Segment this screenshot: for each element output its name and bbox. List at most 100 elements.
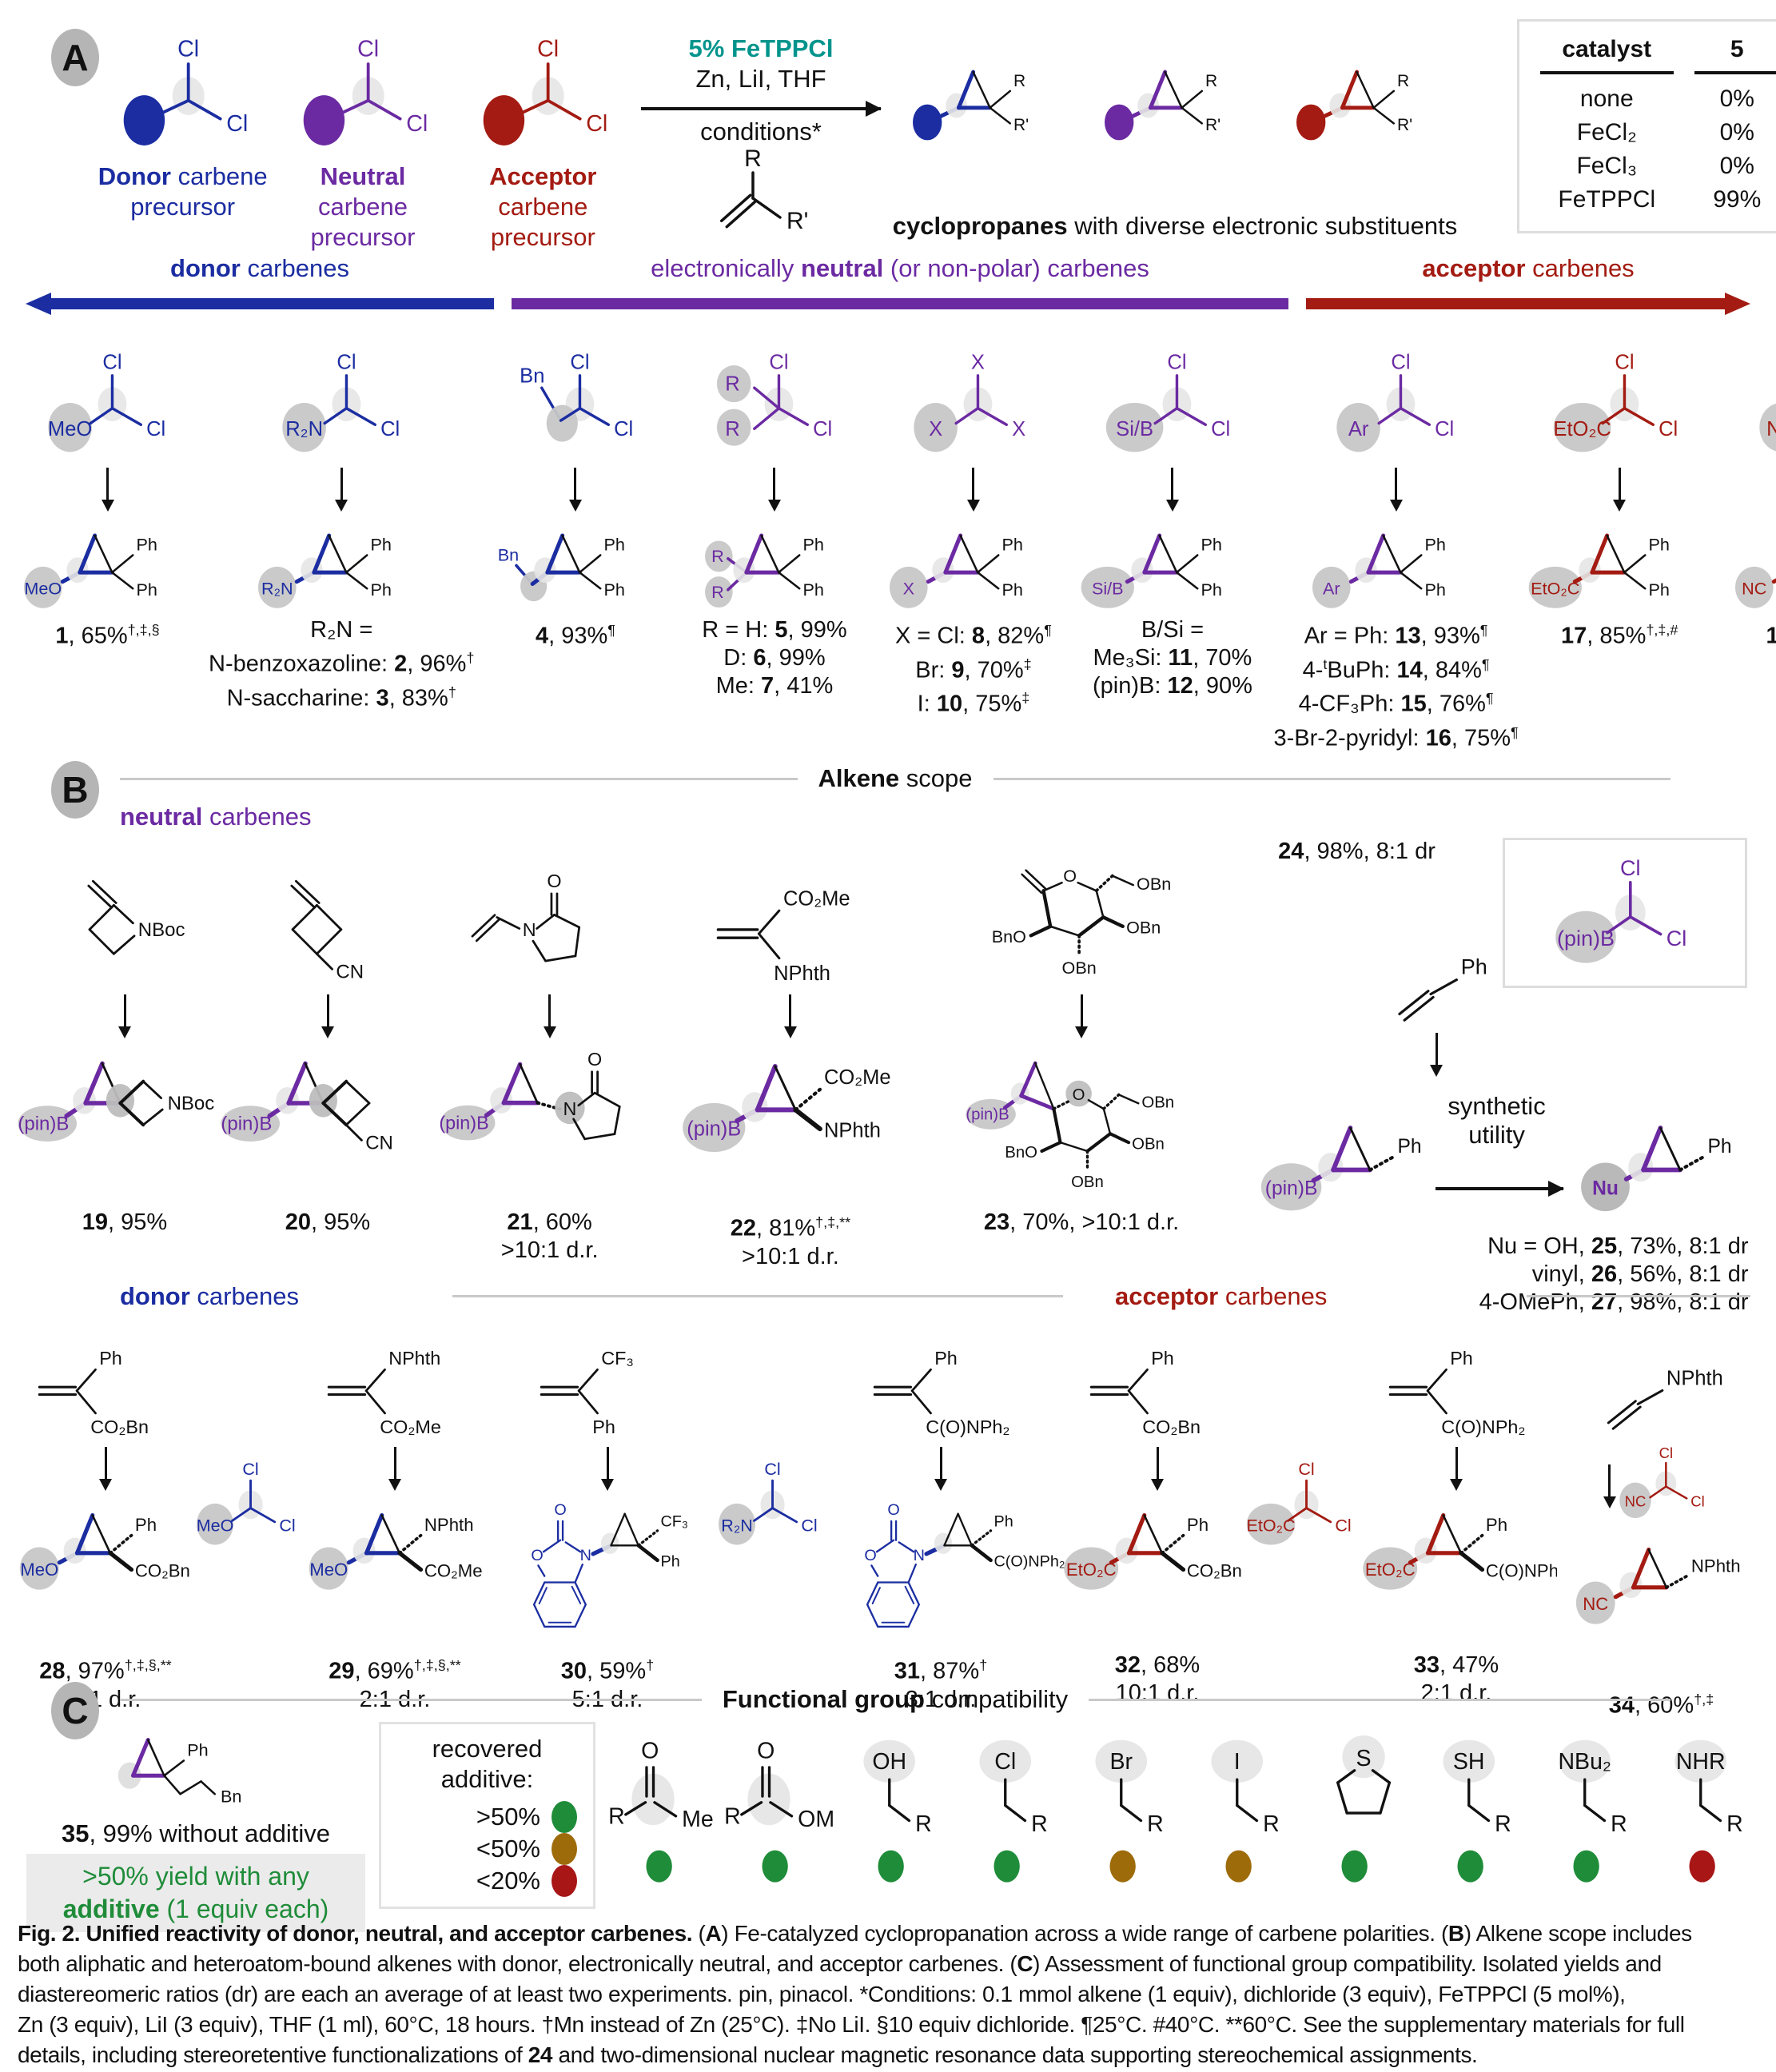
svg-text:Cl: Cl <box>146 418 165 440</box>
yield-text: 32, 68% <box>1114 1652 1201 1678</box>
svg-text:Ph: Ph <box>1201 580 1222 600</box>
svg-text:Cl: Cl <box>587 111 608 137</box>
functional-group-11: NH₂R <box>1763 1720 1776 1891</box>
precursor-name: Donor carbene <box>98 162 268 190</box>
section-rule <box>1527 1295 1750 1297</box>
svg-text:Cl: Cl <box>537 37 559 62</box>
svg-text:R: R <box>712 546 725 566</box>
svg-text:Bn: Bn <box>498 545 519 565</box>
alkene-structure: Ph C(O)NPh₂ <box>873 1348 1010 1437</box>
svg-text:O: O <box>1063 866 1077 886</box>
svg-text:Cl: Cl <box>102 351 121 373</box>
yield-text: R = H: 5, 99% <box>702 617 847 643</box>
svg-text:Cl: Cl <box>1335 1516 1351 1535</box>
svg-text:Cl: Cl <box>1666 926 1686 950</box>
yield-text: vinyl, 26, 56%, 8:1 dr <box>1531 1261 1749 1287</box>
svg-text:Cl: Cl <box>1435 418 1454 440</box>
arrow-down-icon <box>783 994 797 1038</box>
dichloride-precursor-structure: Bn Cl Cl <box>520 351 634 442</box>
brown-dot-icon <box>552 1833 577 1865</box>
arrow-down-icon <box>101 468 114 512</box>
caption-line: Zn (3 equiv), LiI (3 equiv), THF (1 ml),… <box>18 2012 1685 2037</box>
svg-text:Cl: Cl <box>571 351 590 373</box>
cyclopropane-product-structure: X Ph Ph <box>890 533 1023 608</box>
caption-line: diastereomeric ratios (dr) are each an a… <box>18 1982 1626 2006</box>
svg-text:MeO: MeO <box>24 578 62 598</box>
functional-group-structure: R O Me <box>608 1739 714 1883</box>
functional-group-structure: OH R <box>863 1739 932 1883</box>
svg-text:(pin)B: (pin)B <box>966 1106 1009 1124</box>
svg-text:O: O <box>1073 1086 1085 1104</box>
header-rule <box>1089 1698 1671 1701</box>
reagent-meo-structure: MeO Cl Cl <box>196 1321 295 1720</box>
acceptor-cyclopropane-product: R R' <box>1274 50 1464 150</box>
pinb-dichloride-reagent-box: (pin)B Cl Cl <box>1503 838 1748 988</box>
carbene-polarity-spectrum: donor carbenes electronically neutral (o… <box>24 254 1752 321</box>
precursor-name-line2: precursor <box>130 193 236 221</box>
yield-text: >10:1 d.r. <box>500 1237 599 1263</box>
yield-text: 1, 65%†,‡,§ <box>55 622 160 649</box>
table-header-catalyst: catalyst <box>1540 36 1674 74</box>
caption-line: both aliphatic and heteroatom-bound alke… <box>18 1951 1662 1976</box>
arrow-down-icon <box>99 1447 112 1491</box>
reagent-r2n-structure: R₂N Cl Cl <box>718 1321 817 1720</box>
svg-text:NPhth: NPhth <box>1666 1368 1722 1390</box>
legend-title: recovered additive: <box>432 1735 543 1793</box>
svg-text:Cl: Cl <box>764 1460 780 1479</box>
svg-text:NC: NC <box>1625 1492 1647 1509</box>
donor-carbene-precursor: Cl Cl Donor carbene precursor <box>94 32 271 253</box>
yield-text: B/Si = <box>1141 617 1205 643</box>
precursor-name: Neutral carbene <box>317 162 408 221</box>
yield-text: 4-OMePh, 27, 98%, 8:1 dr <box>1479 1289 1749 1315</box>
svg-text:R: R <box>1147 1811 1164 1837</box>
alkene-scope-item-23: O BnO OBn OBn OBn (pin)B O BnO OBn OBn OBn 23, 70… <box>912 838 1252 1285</box>
yield-text: 18, 99%†,‡ <box>1766 623 1776 649</box>
arrow-down-icon <box>1389 468 1403 512</box>
svg-text:Ph: Ph <box>803 535 824 555</box>
table-cell-catalyst: FeTPPCl <box>1558 186 1656 213</box>
svg-text:R: R <box>1726 1811 1743 1837</box>
dichloride-reagent-structure: R₂N Cl Cl <box>718 1460 817 1545</box>
section-rule <box>452 1295 1063 1297</box>
yield-text: 23, 70%, >10:1 d.r. <box>983 1209 1180 1235</box>
svg-text:Ph: Ph <box>1425 580 1446 600</box>
svg-text:NC: NC <box>1742 578 1766 598</box>
arrow-down-icon <box>1165 468 1179 512</box>
functional-group-8: SH R <box>1416 1720 1530 1891</box>
catalyst-screen-table: catalyst 5 none 0% FeCl₂ 0% FeCl₃ 0% FeTPPCl 99% <box>1517 19 1776 233</box>
svg-text:R: R <box>726 418 740 440</box>
svg-text:(pin)B: (pin)B <box>221 1114 272 1135</box>
svg-text:CO₂Me: CO₂Me <box>424 1560 483 1580</box>
svg-text:R': R' <box>786 208 808 234</box>
svg-text:NHR: NHR <box>1676 1749 1726 1775</box>
header-rule <box>993 777 1671 780</box>
dichloride-precursor-structure: RR Cl Cl <box>717 351 833 446</box>
svg-text:R: R <box>1013 72 1025 90</box>
svg-text:Cl: Cl <box>279 1516 295 1535</box>
svg-text:N: N <box>913 1547 924 1564</box>
svg-text:Cl: Cl <box>177 37 199 62</box>
neutral-spectrum-arrow-icon <box>512 298 1288 309</box>
svg-text:(pin)B: (pin)B <box>439 1112 488 1133</box>
alkene-scope-item-29: NPhth CO₂Me MeO NPhth CO₂Me 29, 69%†,‡,§,**… <box>296 1321 494 1720</box>
arrow-down-icon <box>118 994 131 1038</box>
svg-text:OBn: OBn <box>1132 1135 1165 1153</box>
svg-text:C(O)NPh₂: C(O)NPh₂ <box>994 1553 1065 1571</box>
functional-group-5: Br R <box>1068 1720 1182 1891</box>
alkene-structure: NO <box>471 871 580 962</box>
svg-text:NBoc: NBoc <box>168 1093 215 1114</box>
compound-35-structure: Ph Bn <box>117 1738 241 1806</box>
svg-text:R': R' <box>1397 116 1412 134</box>
cyclopropane-product-structure: (pin)B NBoc <box>18 1061 215 1142</box>
svg-text:Ph: Ph <box>1707 1136 1731 1158</box>
svg-text:R₂N: R₂N <box>721 1516 752 1535</box>
svg-text:Ph: Ph <box>1187 1515 1209 1535</box>
svg-text:Ph: Ph <box>187 1740 208 1760</box>
nu-product-structure: Nu Ph <box>1563 1102 1776 1224</box>
alkene-scope-item-30: CF₃ Ph O N O CF₃ Ph 30, 59%† 5:1 d.r. <box>496 1321 719 1720</box>
table-cell-catalyst: none <box>1579 86 1634 112</box>
svg-text:Ph: Ph <box>1397 1136 1421 1158</box>
svg-text:Ph: Ph <box>604 535 625 555</box>
cyclopropane-product-structure: Nu Ph <box>1580 1126 1731 1212</box>
svg-text:Ph: Ph <box>604 580 625 600</box>
